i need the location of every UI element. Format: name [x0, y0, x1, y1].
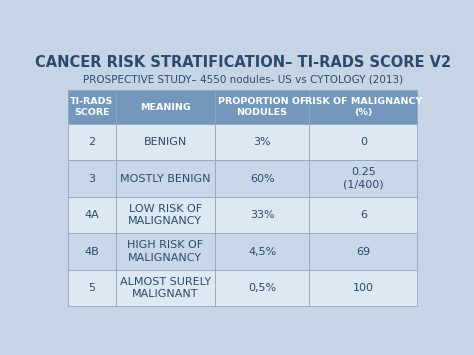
- Text: 4A: 4A: [85, 210, 100, 220]
- Bar: [215, 160, 309, 197]
- Bar: [116, 124, 215, 160]
- Bar: [309, 124, 418, 160]
- Text: 4,5%: 4,5%: [248, 247, 276, 257]
- Text: PROPORTION OF
NODULES: PROPORTION OF NODULES: [218, 97, 306, 117]
- Text: MEANING: MEANING: [140, 103, 191, 112]
- Text: MOSTLY BENIGN: MOSTLY BENIGN: [120, 174, 210, 184]
- Bar: [116, 160, 215, 197]
- Text: 33%: 33%: [250, 210, 274, 220]
- Text: RISK OF MALIGNANCY
(%): RISK OF MALIGNANCY (%): [305, 97, 422, 117]
- Text: 4B: 4B: [85, 247, 100, 257]
- Text: 0.25
(1/400): 0.25 (1/400): [343, 168, 383, 190]
- Bar: [116, 233, 215, 270]
- Text: HIGH RISK OF
MALIGNANCY: HIGH RISK OF MALIGNANCY: [127, 240, 203, 263]
- Bar: [116, 91, 215, 124]
- Text: CANCER RISK STRATIFICATION– TI-RADS SCORE V2: CANCER RISK STRATIFICATION– TI-RADS SCOR…: [35, 55, 451, 70]
- Text: LOW RISK OF
MALIGNANCY: LOW RISK OF MALIGNANCY: [128, 204, 202, 226]
- Bar: [309, 160, 418, 197]
- Text: PROSPECTIVE STUDY– 4550 nodules- US vs CYTOLOGY (2013): PROSPECTIVE STUDY– 4550 nodules- US vs C…: [83, 74, 403, 84]
- Text: 2: 2: [89, 137, 96, 147]
- Bar: [215, 91, 309, 124]
- Text: 5: 5: [89, 283, 95, 293]
- Bar: [68, 124, 116, 160]
- Bar: [68, 270, 116, 306]
- Bar: [116, 197, 215, 233]
- Text: BENIGN: BENIGN: [144, 137, 187, 147]
- Text: 0: 0: [360, 137, 367, 147]
- Bar: [68, 233, 116, 270]
- Text: ALMOST SURELY
MALIGNANT: ALMOST SURELY MALIGNANT: [120, 277, 211, 299]
- Bar: [309, 91, 418, 124]
- Text: 69: 69: [356, 247, 370, 257]
- Bar: [68, 160, 116, 197]
- Bar: [215, 124, 309, 160]
- Bar: [68, 91, 116, 124]
- Bar: [116, 270, 215, 306]
- Text: 6: 6: [360, 210, 367, 220]
- Text: TI-RADS
SCORE: TI-RADS SCORE: [70, 97, 114, 117]
- Text: 60%: 60%: [250, 174, 274, 184]
- Bar: [309, 233, 418, 270]
- Text: 0,5%: 0,5%: [248, 283, 276, 293]
- Bar: [215, 270, 309, 306]
- Text: 3%: 3%: [253, 137, 271, 147]
- Text: 3: 3: [89, 174, 95, 184]
- Bar: [68, 197, 116, 233]
- Bar: [309, 270, 418, 306]
- Text: 100: 100: [353, 283, 374, 293]
- Bar: [309, 197, 418, 233]
- Bar: [215, 197, 309, 233]
- Bar: [215, 233, 309, 270]
